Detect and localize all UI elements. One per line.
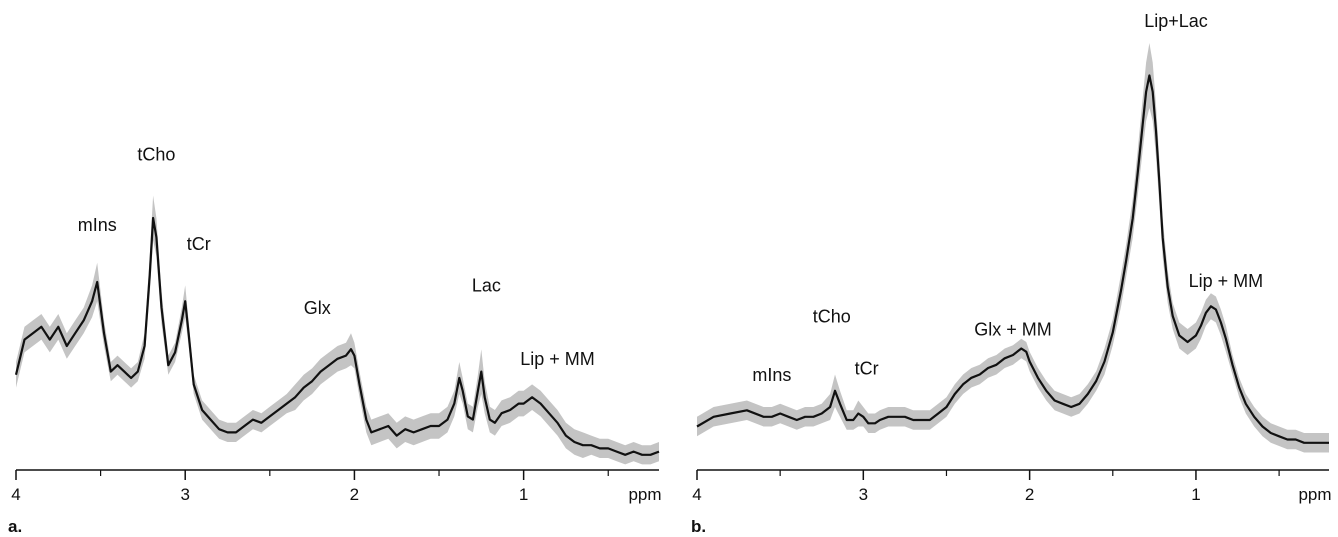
peak-annotation: Lip + MM	[1189, 271, 1264, 291]
peak-annotation: tCho	[137, 144, 175, 164]
peak-annotation: tCr	[187, 234, 211, 254]
x-tick-label: 1	[519, 485, 528, 504]
sd-band	[697, 43, 1329, 453]
spectrum-chart-a: 4 3 2 1 ppm mIns tCho tCr Glx Lac Lip + MM a.	[8, 144, 662, 536]
x-axis-unit-label: ppm	[628, 485, 661, 504]
peak-annotation: Lip+Lac	[1144, 11, 1208, 31]
x-tick-label: 3	[180, 485, 189, 504]
mean-spectrum-line	[14, 216, 660, 456]
sd-band	[16, 195, 659, 465]
spectrum-panel-b: 4 3 2 1 ppm mIns tCho tCr Glx + MM Lip+Lac Lip + M…	[669, 0, 1338, 537]
spectrum-chart-b: 4 3 2 1 ppm mIns tCho tCr Glx + MM Lip+Lac Lip + M…	[691, 11, 1332, 536]
peak-annotation: tCho	[813, 307, 851, 327]
panel-label: b.	[691, 517, 706, 536]
x-tick-label: 2	[350, 485, 359, 504]
panel-label: a.	[8, 517, 22, 536]
x-tick-label: 1	[1191, 485, 1200, 504]
x-tick-label: 3	[859, 485, 868, 504]
x-tick-label: 2	[1025, 485, 1034, 504]
mean-spectrum-line	[696, 74, 1329, 444]
peak-annotation: mIns	[752, 365, 791, 385]
x-tick-label: 4	[692, 485, 701, 504]
peak-annotation: mIns	[78, 215, 117, 235]
peak-annotation: tCr	[855, 359, 879, 379]
spectrum-panel-a: 4 3 2 1 ppm mIns tCho tCr Glx Lac Lip + MM a.	[8, 144, 662, 536]
x-axis-unit-label: ppm	[1298, 485, 1331, 504]
peak-annotation: Glx	[304, 298, 331, 318]
peak-annotation: Glx + MM	[974, 320, 1052, 340]
peak-annotation: Lac	[472, 276, 501, 296]
peak-annotation: Lip + MM	[520, 349, 595, 369]
x-tick-label: 4	[11, 485, 20, 504]
